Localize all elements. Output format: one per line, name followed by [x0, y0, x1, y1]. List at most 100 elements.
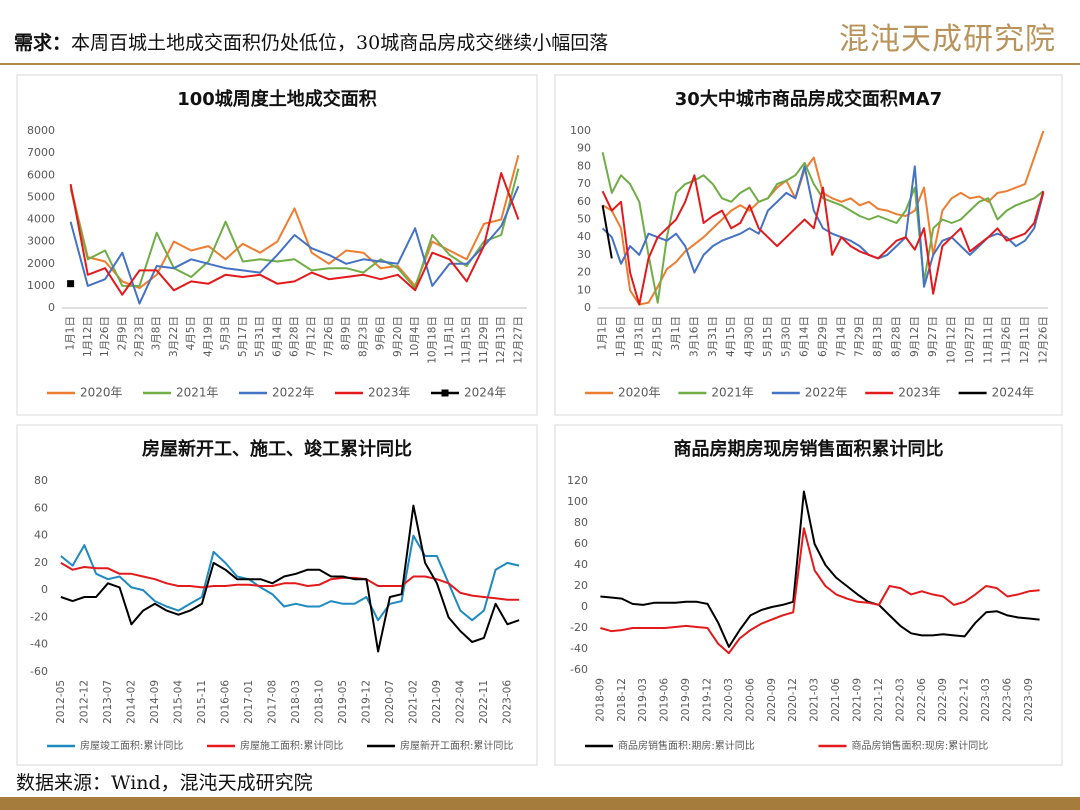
x-tick-label: 10月4日 [409, 316, 421, 357]
x-tick-label: 5月17日 [237, 316, 249, 357]
x-tick-label: 2018-10 [313, 680, 325, 724]
x-tick-label: 2020-03 [723, 678, 735, 722]
y-tick-label: 30 [577, 248, 591, 261]
x-tick-label: 2019-06 [659, 678, 671, 722]
x-tick-label: 8月13日 [872, 316, 884, 357]
y-tick-label: 1000 [27, 279, 55, 292]
source-note: 数据来源：Wind，混沌天成研究院 [16, 772, 313, 794]
x-tick-label: 9月12日 [909, 316, 921, 357]
legend-label: 2022年 [272, 386, 315, 400]
x-tick-label: 2023-03 [980, 678, 992, 722]
x-tick-label: 8月9日 [340, 316, 352, 350]
y-tick-label: -20 [570, 621, 588, 634]
y-tick-label: 60 [577, 195, 591, 208]
y-tick-label: 70 [577, 177, 591, 190]
point-marker [67, 280, 75, 288]
x-tick-label: 12月27日 [512, 316, 524, 364]
x-tick-label: 2020-07 [384, 680, 396, 724]
header: 需求：本周百城土地成交面积仍处低位，30城商品房成交继续小幅回落 [14, 28, 608, 55]
legend-label: 房屋新开工面积:累计同比 [400, 739, 513, 752]
legend-label: 2021年 [176, 386, 219, 400]
y-tick-label: 80 [574, 516, 588, 529]
x-tick-label: 1月12日 [82, 316, 94, 357]
x-tick-label: 12月26日 [1037, 316, 1049, 364]
x-tick-label: 2021-09 [431, 680, 443, 724]
y-tick-label: 40 [574, 558, 588, 571]
x-tick-label: 2020-12 [787, 678, 799, 722]
y-tick-label: -60 [30, 665, 48, 678]
x-tick-label: 2022-04 [454, 680, 466, 724]
series-line [60, 562, 520, 601]
x-tick-label: 2014-09 [149, 680, 161, 724]
legend-label: 2021年 [711, 386, 754, 400]
x-tick-label: 4月15日 [725, 316, 737, 357]
x-tick-label: 2022-03 [894, 678, 906, 722]
x-tick-label: 12月13日 [495, 316, 507, 364]
y-tick-label: 100 [570, 124, 591, 137]
x-tick-label: 2016-06 [219, 680, 231, 724]
x-tick-label: 11月1日 [444, 316, 456, 357]
panel [16, 74, 538, 416]
x-tick-label: 5月31日 [254, 316, 266, 357]
x-tick-label: 2017-01 [243, 680, 255, 724]
x-tick-label: 11月11日 [982, 316, 994, 364]
x-tick-label: 2021-09 [852, 678, 864, 722]
x-tick-label: 2022-09 [937, 678, 949, 722]
x-tick-label: 1月1日 [65, 316, 77, 350]
y-tick-label: 8000 [27, 124, 55, 137]
series-line [69, 172, 520, 296]
x-tick-label: 5月30日 [780, 316, 792, 357]
x-tick-label: 1月1日 [597, 316, 609, 350]
x-tick-label: 10月18日 [426, 316, 438, 364]
y-tick-label: 5000 [27, 190, 55, 203]
x-tick-label: 2015-11 [196, 680, 208, 724]
x-tick-label: 2月15日 [652, 316, 664, 357]
chart-title: 房屋新开工、施工、竣工累计同比 [142, 438, 412, 460]
y-tick-label: 6000 [27, 168, 55, 181]
chart-title: 100城周度土地成交面积 [177, 88, 377, 110]
x-tick-label: 3月22日 [168, 316, 180, 357]
y-tick-label: 0 [48, 301, 55, 314]
series-line [601, 165, 1045, 288]
logo: 混沌天成研究院 [839, 22, 1056, 57]
x-tick-label: 3月1日 [670, 316, 682, 350]
chart-title: 30大中城市商品房成交面积MA7 [675, 88, 942, 110]
legend-label: 2020年 [80, 386, 123, 400]
y-tick-label: 60 [34, 501, 48, 514]
y-tick-label: 100 [567, 495, 588, 508]
y-tick-label: 40 [34, 529, 48, 542]
x-tick-label: 5月15日 [762, 316, 774, 357]
legend-label: 房屋竣工面积:累计同比 [80, 739, 183, 752]
legend-label: 2023年 [368, 386, 411, 400]
legend-label: 2022年 [805, 386, 848, 400]
legend-label: 2020年 [618, 386, 661, 400]
x-tick-label: 8月23日 [357, 316, 369, 357]
y-tick-label: -60 [570, 663, 588, 676]
x-tick-label: 7月12日 [306, 316, 318, 357]
y-tick-label: 90 [577, 142, 591, 155]
x-tick-label: 2023-09 [1023, 678, 1035, 722]
x-tick-label: 4月19日 [202, 316, 214, 357]
x-tick-label: 11月15日 [461, 316, 473, 364]
y-tick-label: 0 [584, 301, 591, 314]
y-tick-label: 20 [574, 579, 588, 592]
y-tick-label: 20 [577, 266, 591, 279]
series-line [60, 534, 520, 622]
y-tick-label: 20 [34, 556, 48, 569]
x-tick-label: 2018-12 [616, 678, 628, 722]
header-label: 需求： [14, 32, 72, 54]
x-tick-label: 10月12日 [946, 316, 958, 364]
x-tick-label: 2020-06 [744, 678, 756, 722]
legend-label: 房屋施工面积:累计同比 [240, 739, 343, 752]
x-tick-label: 6月14日 [799, 316, 811, 357]
x-tick-label: 2014-02 [125, 680, 137, 724]
x-tick-label: 1月26日 [99, 316, 111, 357]
x-tick-label: 6月14日 [271, 316, 283, 357]
legend-label: 2024年 [464, 386, 507, 400]
series-line [600, 527, 1040, 655]
x-tick-label: 2017-08 [266, 680, 278, 724]
x-tick-label: 7月14日 [835, 316, 847, 357]
y-tick-label: 7000 [27, 146, 55, 159]
